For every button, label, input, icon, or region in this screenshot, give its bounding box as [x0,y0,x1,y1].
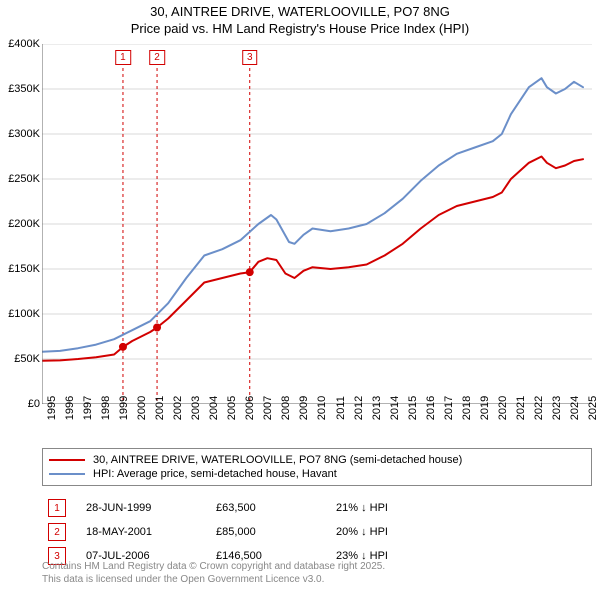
x-tick-label: 2018 [461,396,473,420]
x-tick-label: 2002 [172,396,184,420]
chart-plot-area [42,44,592,404]
legend-label: 30, AINTREE DRIVE, WATERLOOVILLE, PO7 8N… [93,454,462,466]
transaction-date: 28-JUN-1999 [86,502,196,514]
transaction-date: 18-MAY-2001 [86,526,196,538]
x-tick-label: 2019 [479,396,491,420]
x-tick-label: 2009 [298,396,310,420]
y-tick-label: £100K [8,308,40,320]
chart-container: 30, AINTREE DRIVE, WATERLOOVILLE, PO7 8N… [0,0,600,590]
transaction-number-box: 1 [48,499,66,517]
x-tick-label: 2023 [551,396,563,420]
x-tick-label: 2006 [244,396,256,420]
x-tick-label: 2007 [262,396,274,420]
x-tick-label: 2004 [208,396,220,420]
y-tick-label: £400K [8,38,40,50]
x-tick-label: 2011 [335,396,347,420]
title-line-1: 30, AINTREE DRIVE, WATERLOOVILLE, PO7 8N… [0,4,600,21]
x-tick-label: 2021 [515,396,527,420]
footer-line-2: This data is licensed under the Open Gov… [42,573,385,586]
marker-number-box: 3 [242,50,258,65]
transaction-pct: 20% ↓ HPI [336,526,456,538]
x-tick-label: 2012 [353,396,365,420]
transaction-price: £85,000 [216,526,316,538]
x-tick-label: 2008 [280,396,292,420]
marker-number-box: 1 [115,50,131,65]
x-tick-label: 2016 [425,396,437,420]
x-tick-label: 1998 [100,396,112,420]
x-tick-label: 2020 [497,396,509,420]
y-tick-label: £0 [28,398,40,410]
y-tick-label: £50K [14,353,40,365]
footer-attribution: Contains HM Land Registry data © Crown c… [42,560,385,586]
title-block: 30, AINTREE DRIVE, WATERLOOVILLE, PO7 8N… [0,0,600,38]
legend-row: HPI: Average price, semi-detached house,… [49,467,585,481]
x-tick-label: 2000 [136,396,148,420]
legend-swatch [49,459,85,461]
x-tick-label: 1997 [82,396,94,420]
x-tick-label: 2003 [190,396,202,420]
y-tick-label: £250K [8,173,40,185]
series-legend: 30, AINTREE DRIVE, WATERLOOVILLE, PO7 8N… [42,448,592,486]
y-tick-label: £350K [8,83,40,95]
x-tick-label: 2014 [389,396,401,420]
x-tick-label: 2001 [154,396,166,420]
x-tick-label: 2015 [407,396,419,420]
x-tick-label: 2024 [569,396,581,420]
y-tick-label: £150K [8,263,40,275]
x-tick-label: 2022 [533,396,545,420]
transaction-number-box: 2 [48,523,66,541]
transaction-pct: 21% ↓ HPI [336,502,456,514]
legend-label: HPI: Average price, semi-detached house,… [93,468,337,480]
transaction-row: 1 28-JUN-1999 £63,500 21% ↓ HPI [42,496,592,520]
y-tick-label: £300K [8,128,40,140]
footer-line-1: Contains HM Land Registry data © Crown c… [42,560,385,573]
chart-svg [42,44,592,404]
x-tick-label: 1999 [118,396,130,420]
x-tick-label: 2010 [316,396,328,420]
x-tick-label: 1996 [64,396,76,420]
x-tick-label: 2005 [226,396,238,420]
transaction-price: £63,500 [216,502,316,514]
x-tick-label: 1995 [46,396,58,420]
y-tick-label: £200K [8,218,40,230]
transaction-row: 2 18-MAY-2001 £85,000 20% ↓ HPI [42,520,592,544]
x-tick-label: 2017 [443,396,455,420]
x-tick-label: 2013 [371,396,383,420]
legend-swatch [49,473,85,475]
transaction-table: 1 28-JUN-1999 £63,500 21% ↓ HPI 2 18-MAY-2001… [42,496,592,568]
legend-row: 30, AINTREE DRIVE, WATERLOOVILLE, PO7 8N… [49,453,585,467]
title-line-2: Price paid vs. HM Land Registry's House … [0,21,600,38]
marker-number-box: 2 [149,50,165,65]
x-tick-label: 2025 [587,396,599,420]
